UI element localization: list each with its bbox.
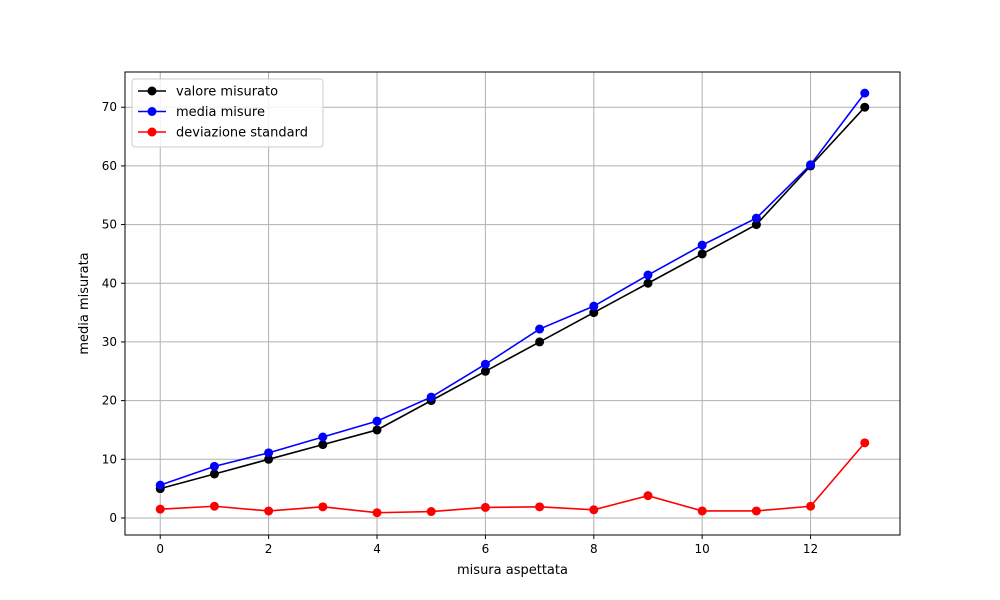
data-point xyxy=(372,425,382,435)
y-tick-label: 70 xyxy=(102,100,117,114)
y-tick-label: 10 xyxy=(102,452,117,466)
data-point xyxy=(480,502,490,512)
series-layer xyxy=(155,88,870,518)
data-point xyxy=(806,501,816,511)
data-point xyxy=(589,505,599,515)
data-point xyxy=(697,249,707,259)
data-point xyxy=(643,270,653,280)
y-tick-label: 20 xyxy=(102,394,117,408)
legend-item: valore misurato xyxy=(138,85,278,100)
data-point xyxy=(264,454,274,464)
data-point xyxy=(426,392,436,402)
data-point xyxy=(697,506,707,516)
data-point xyxy=(589,308,599,318)
y-tick-label: 60 xyxy=(102,159,117,173)
legend-item: deviazione standard xyxy=(138,126,308,141)
series-line xyxy=(160,442,866,514)
series-line xyxy=(159,92,866,486)
legend-label: media misure xyxy=(176,105,265,120)
data-point xyxy=(480,366,490,376)
data-point xyxy=(643,491,653,501)
data-point xyxy=(155,504,165,514)
plot-frame xyxy=(124,71,901,536)
x-tick-label: 2 xyxy=(265,542,273,556)
legend-label: valore misurato xyxy=(176,85,278,100)
data-point xyxy=(697,240,707,250)
data-point xyxy=(860,102,870,112)
data-point xyxy=(535,502,545,512)
data-point xyxy=(372,416,382,426)
x-tick-label: 10 xyxy=(695,542,710,556)
y-axis-label: media misurata xyxy=(77,252,92,354)
y-tick-label: 50 xyxy=(102,218,117,232)
data-point xyxy=(860,438,870,448)
data-point xyxy=(209,461,219,471)
legend: valore misurato media misure deviazione st… xyxy=(131,78,324,148)
series-1 xyxy=(155,102,870,494)
x-tick-label: 8 xyxy=(590,542,598,556)
data-point xyxy=(264,506,274,516)
data-point xyxy=(806,160,816,170)
data-point xyxy=(751,213,761,223)
legend-item: media misure xyxy=(138,105,265,120)
legend-marker xyxy=(147,86,157,96)
data-point xyxy=(426,507,436,517)
data-point xyxy=(318,502,328,512)
x-tick-label: 0 xyxy=(156,542,164,556)
y-tick-label: 40 xyxy=(102,276,117,290)
data-point xyxy=(155,480,165,490)
y-tick-label: 30 xyxy=(102,335,117,349)
data-point xyxy=(751,506,761,516)
data-point xyxy=(643,278,653,288)
data-point xyxy=(751,220,761,230)
data-point xyxy=(480,359,490,369)
data-point xyxy=(318,432,328,442)
data-point xyxy=(318,440,328,450)
y-tick-label: 0 xyxy=(109,511,117,525)
legend-marker xyxy=(147,127,157,137)
x-tick-label: 12 xyxy=(803,542,818,556)
data-point xyxy=(535,337,545,347)
data-point xyxy=(535,324,545,334)
series-2 xyxy=(155,88,870,490)
x-axis-label: misura aspettata xyxy=(457,563,568,578)
legend-marker xyxy=(147,107,157,116)
legend-box xyxy=(131,78,324,148)
data-point xyxy=(589,301,599,311)
grid xyxy=(125,72,900,535)
data-point xyxy=(860,88,870,98)
data-point xyxy=(209,469,219,479)
data-point xyxy=(264,448,274,458)
ticks: 0 2 4 6 8 10 12 0 10 20 30 40 50 60 70 xyxy=(102,100,818,556)
data-point xyxy=(209,501,219,511)
legend-label: deviazione standard xyxy=(176,126,308,141)
x-tick-label: 6 xyxy=(482,542,490,556)
data-point xyxy=(372,508,382,518)
series-line xyxy=(160,106,866,490)
series-3 xyxy=(155,438,870,518)
x-tick-label: 4 xyxy=(373,542,381,556)
